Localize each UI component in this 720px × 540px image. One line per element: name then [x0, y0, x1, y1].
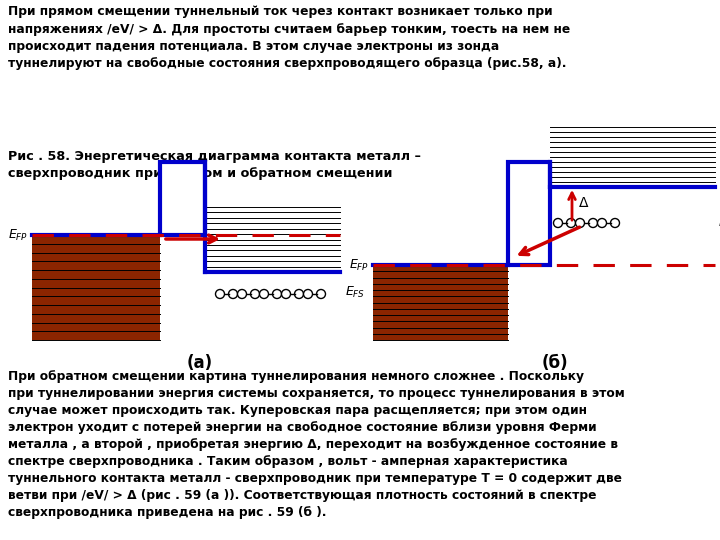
Bar — [373, 265, 508, 340]
Circle shape — [251, 289, 259, 299]
Text: $E_{FS}$: $E_{FS}$ — [718, 215, 720, 231]
Bar — [160, 162, 205, 235]
Bar — [508, 162, 550, 265]
Circle shape — [272, 289, 282, 299]
Text: $E_{FP}$: $E_{FP}$ — [348, 258, 369, 273]
Circle shape — [611, 219, 619, 227]
Text: (а): (а) — [187, 354, 213, 372]
Circle shape — [228, 289, 238, 299]
Text: Рис . 58. Энергетическая диаграмма контакта металл –
сверхпроводник при прямом и: Рис . 58. Энергетическая диаграмма конта… — [8, 150, 421, 180]
Circle shape — [294, 289, 304, 299]
Circle shape — [575, 219, 585, 227]
Circle shape — [598, 219, 606, 227]
Circle shape — [238, 289, 246, 299]
Text: При обратном смещении картина туннелирования немного сложнее . Поскольку
при тун: При обратном смещении картина туннелиров… — [8, 370, 625, 519]
Text: $\Delta$: $\Delta$ — [578, 196, 590, 210]
Circle shape — [588, 219, 598, 227]
Bar — [32, 235, 160, 340]
Circle shape — [567, 219, 575, 227]
Circle shape — [304, 289, 312, 299]
Text: При прямом смещении туннельный ток через контакт возникает только при
напряжения: При прямом смещении туннельный ток через… — [8, 5, 570, 71]
Circle shape — [259, 289, 269, 299]
Circle shape — [215, 289, 225, 299]
Circle shape — [282, 289, 290, 299]
Text: $E_{FP}$: $E_{FP}$ — [8, 227, 28, 242]
Circle shape — [317, 289, 325, 299]
Circle shape — [554, 219, 562, 227]
Text: $E_{FS}$: $E_{FS}$ — [345, 285, 365, 300]
Text: (б): (б) — [541, 354, 568, 372]
